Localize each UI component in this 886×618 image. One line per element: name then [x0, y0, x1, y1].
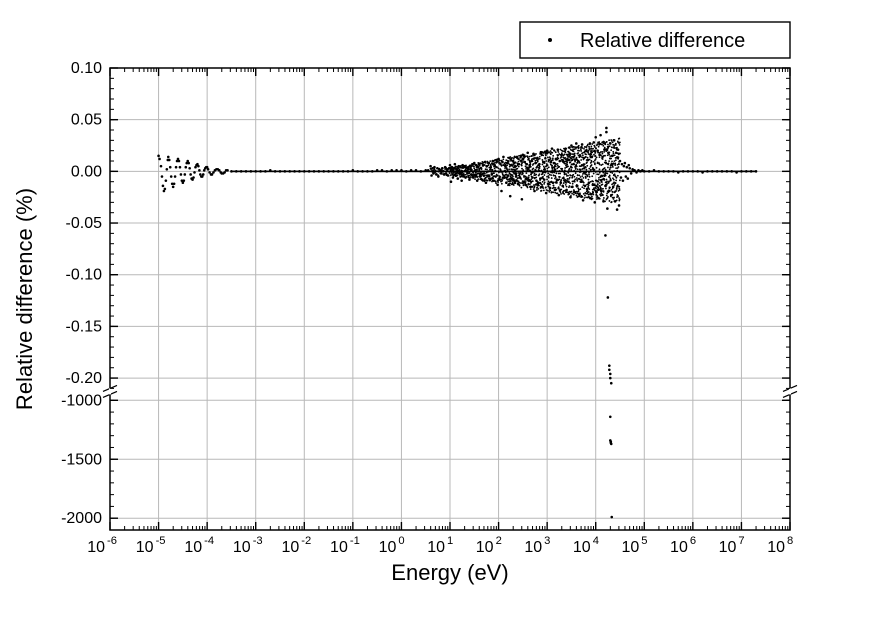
svg-text:10: 10 [476, 539, 494, 556]
svg-text:8: 8 [787, 535, 793, 547]
svg-text:-2000: -2000 [61, 510, 102, 527]
svg-text:4: 4 [593, 535, 599, 547]
legend-label: Relative difference [580, 30, 745, 52]
svg-text:-5: -5 [156, 535, 166, 547]
legend: Relative difference [520, 22, 790, 58]
legend-marker-icon [548, 38, 552, 42]
svg-text:10: 10 [767, 539, 785, 556]
svg-text:0: 0 [398, 535, 404, 547]
svg-text:-0.15: -0.15 [66, 318, 103, 335]
svg-text:-3: -3 [253, 535, 263, 547]
svg-text:10: 10 [621, 539, 639, 556]
svg-text:10: 10 [281, 539, 299, 556]
svg-text:-6: -6 [107, 535, 117, 547]
svg-text:-0.20: -0.20 [66, 370, 103, 387]
svg-text:10: 10 [184, 539, 202, 556]
x-axis-label: Energy (eV) [391, 560, 508, 585]
svg-text:10: 10 [719, 539, 737, 556]
svg-text:10: 10 [330, 539, 348, 556]
svg-text:10: 10 [573, 539, 591, 556]
svg-text:0.10: 0.10 [71, 60, 102, 77]
svg-text:10: 10 [670, 539, 688, 556]
svg-text:10: 10 [87, 539, 105, 556]
svg-text:-0.10: -0.10 [66, 267, 103, 284]
scatter-chart: 10-610-510-410-310-210-11001011021031041… [0, 0, 886, 618]
svg-text:1: 1 [447, 535, 453, 547]
svg-text:7: 7 [738, 535, 744, 547]
svg-text:-1000: -1000 [61, 392, 102, 409]
svg-text:-2: -2 [301, 535, 311, 547]
svg-text:10: 10 [136, 539, 154, 556]
svg-text:-4: -4 [204, 535, 214, 547]
svg-text:3: 3 [544, 535, 550, 547]
svg-text:2: 2 [496, 535, 502, 547]
svg-text:10: 10 [524, 539, 542, 556]
svg-text:10: 10 [233, 539, 251, 556]
svg-text:0.05: 0.05 [71, 112, 102, 129]
svg-text:-0.05: -0.05 [66, 215, 103, 232]
svg-text:10: 10 [427, 539, 445, 556]
svg-text:10: 10 [379, 539, 397, 556]
y-axis-label: Relative difference (%) [12, 188, 37, 410]
svg-text:6: 6 [690, 535, 696, 547]
svg-text:0.00: 0.00 [71, 163, 102, 180]
svg-text:-1500: -1500 [61, 451, 102, 468]
svg-text:5: 5 [641, 535, 647, 547]
svg-text:-1: -1 [350, 535, 360, 547]
